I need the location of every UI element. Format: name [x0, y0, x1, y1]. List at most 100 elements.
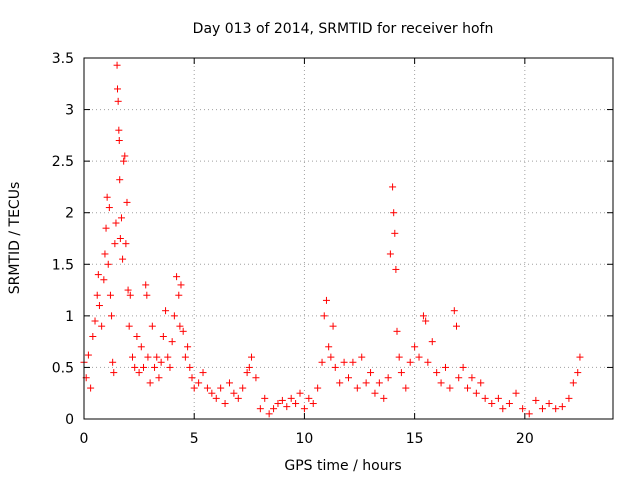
data-point	[230, 389, 238, 397]
data-point	[390, 209, 398, 217]
data-point	[119, 255, 127, 263]
data-point	[320, 312, 328, 320]
data-point	[349, 358, 357, 366]
data-point	[104, 260, 112, 268]
data-point	[113, 61, 121, 69]
data-point	[124, 286, 132, 294]
data-point	[494, 394, 502, 402]
data-point	[331, 363, 339, 371]
data-point	[453, 322, 461, 330]
data-point	[309, 400, 317, 408]
data-point	[532, 396, 540, 404]
y-tick-label: 0	[65, 412, 74, 428]
data-point	[392, 265, 400, 273]
data-point	[574, 369, 582, 377]
y-tick-label: 1	[65, 309, 74, 325]
data-point	[170, 312, 178, 320]
data-point	[358, 353, 366, 361]
data-point	[100, 276, 108, 284]
data-point	[217, 384, 225, 392]
data-point	[519, 405, 527, 413]
data-point	[292, 400, 300, 408]
data-point	[212, 394, 220, 402]
data-point	[221, 400, 229, 408]
data-point	[345, 374, 352, 382]
data-point	[146, 379, 154, 387]
data-point	[137, 343, 145, 351]
data-point	[123, 198, 131, 206]
data-point	[114, 97, 122, 105]
data-point	[112, 219, 120, 227]
data-point	[153, 353, 161, 361]
data-point	[84, 351, 92, 359]
data-point	[159, 332, 167, 340]
data-point	[278, 396, 286, 404]
data-point	[102, 224, 110, 232]
data-point	[195, 379, 203, 387]
data-point	[283, 403, 291, 411]
data-point	[353, 384, 361, 392]
data-point	[162, 307, 170, 315]
data-point	[203, 384, 211, 392]
data-point	[128, 353, 136, 361]
data-point	[371, 389, 379, 397]
data-point	[166, 363, 174, 371]
data-point	[245, 363, 253, 371]
data-point	[300, 405, 308, 413]
data-point	[441, 363, 449, 371]
data-point	[391, 229, 399, 237]
data-point	[424, 358, 432, 366]
data-point	[135, 369, 143, 377]
data-point	[459, 363, 467, 371]
data-point	[155, 374, 163, 382]
data-point	[327, 353, 335, 361]
data-point	[525, 410, 533, 418]
data-point	[402, 384, 410, 392]
data-point	[406, 358, 414, 366]
data-point	[256, 405, 264, 413]
data-point	[243, 369, 251, 377]
data-point	[151, 363, 159, 371]
data-point	[558, 403, 566, 411]
data-point	[173, 273, 181, 281]
data-point	[270, 405, 278, 413]
data-point	[148, 322, 156, 330]
data-points	[80, 61, 584, 418]
data-point	[419, 312, 427, 320]
y-tick-label: 1.5	[52, 257, 74, 273]
data-point	[455, 374, 463, 382]
data-point	[114, 85, 122, 93]
plot-frame	[83, 57, 614, 420]
data-point	[318, 358, 326, 366]
x-tick-label: 10	[296, 431, 314, 447]
data-point	[190, 384, 198, 392]
data-point	[184, 343, 192, 351]
data-point	[274, 400, 282, 408]
data-point	[108, 312, 116, 320]
data-point	[397, 369, 405, 377]
y-tick-label: 2	[65, 206, 74, 222]
chart-title: Day 013 of 2014, SRMTID for receiver hof…	[193, 21, 494, 37]
data-point	[87, 384, 95, 392]
data-point	[95, 302, 103, 310]
data-point	[446, 384, 454, 392]
data-point	[389, 183, 397, 191]
data-point	[464, 384, 472, 392]
data-point	[296, 389, 304, 397]
data-point	[89, 332, 97, 340]
data-point	[177, 281, 185, 289]
x-tick-label: 0	[80, 431, 89, 447]
data-point	[98, 322, 106, 330]
data-point	[179, 327, 187, 335]
data-point	[468, 374, 476, 382]
data-point	[314, 384, 322, 392]
data-point	[367, 369, 375, 377]
axis-ticks: 0 0.5 1 1.5 2 2.5 3 3.5 0 5 10 15 20	[52, 51, 613, 447]
data-point	[512, 389, 520, 397]
data-point	[287, 394, 295, 402]
data-point	[168, 338, 176, 346]
data-point	[340, 358, 348, 366]
data-point	[117, 214, 125, 222]
data-point	[94, 271, 102, 279]
data-point	[181, 353, 189, 361]
